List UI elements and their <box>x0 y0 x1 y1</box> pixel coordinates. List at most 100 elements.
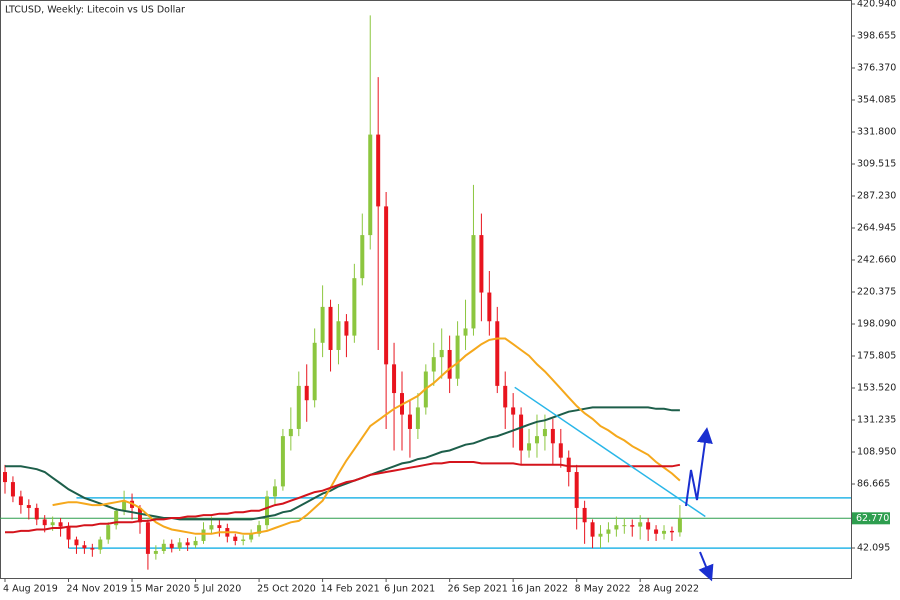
candle-body <box>407 414 412 429</box>
candle-body <box>312 342 317 401</box>
candle-body <box>471 235 476 329</box>
candle-body <box>669 530 674 533</box>
x-tick-label: 16 Jan 2022 <box>511 584 568 595</box>
candle-body <box>352 278 357 336</box>
candle-body <box>257 525 262 534</box>
y-tick-label: 131.235 <box>857 414 896 425</box>
plot-layer <box>0 15 851 570</box>
candle-body <box>511 407 516 415</box>
moving-average <box>52 337 681 535</box>
candle-body <box>519 414 524 451</box>
y-tick-label: 287.230 <box>857 191 896 202</box>
candle-body <box>106 525 111 540</box>
candle-body <box>137 507 142 523</box>
x-tick-label: 6 Jun 2021 <box>384 584 435 595</box>
candle-body <box>677 518 682 533</box>
candle-body <box>360 235 365 279</box>
candle-body <box>558 443 563 458</box>
candle-body <box>654 529 659 534</box>
candle-body <box>66 526 71 540</box>
candle-body <box>542 428 547 437</box>
candle-body <box>503 385 508 408</box>
candle-body <box>98 539 103 550</box>
candle-body <box>233 536 238 541</box>
y-tick-label: 420.940 <box>857 0 896 10</box>
candle-body <box>50 522 55 526</box>
candle-body <box>177 542 182 549</box>
candle-body <box>606 529 611 534</box>
candle-body <box>638 522 643 527</box>
candle-body <box>384 206 389 365</box>
candle-body <box>26 505 31 508</box>
scenario-arrow-up <box>685 427 713 507</box>
candle-body <box>90 548 95 550</box>
candle-body <box>249 533 254 540</box>
x-tick-label: 24 Nov 2019 <box>67 584 128 595</box>
candle-body <box>368 134 373 236</box>
candle-body <box>169 543 174 549</box>
x-tick-label: 28 Aug 2022 <box>638 584 699 595</box>
candle-body <box>614 525 619 530</box>
y-tick-label: 376.370 <box>857 63 896 74</box>
candle-body <box>241 539 246 541</box>
last-price-box <box>852 512 890 525</box>
candle-body <box>447 349 452 379</box>
candle-body <box>415 407 420 429</box>
y-tick-label: 264.945 <box>857 223 896 234</box>
candle-body <box>74 539 79 546</box>
x-tick-label: 8 May 2022 <box>575 584 631 595</box>
candle-body <box>10 482 15 497</box>
moving-average <box>5 461 681 534</box>
candle-body <box>582 507 587 523</box>
candle-body <box>646 522 651 530</box>
candle-body <box>153 551 158 554</box>
candle-body <box>145 522 150 554</box>
candle-body <box>201 529 206 541</box>
candle-body <box>320 306 325 343</box>
x-tick-label: 25 Oct 2020 <box>257 584 316 595</box>
y-tick-label: 42.095 <box>857 542 890 553</box>
candle-body <box>392 364 397 394</box>
candle-body <box>662 530 667 534</box>
candle-body <box>344 321 349 336</box>
candle-body <box>463 328 468 336</box>
candle-body <box>3 472 7 483</box>
candle-body <box>487 292 492 322</box>
candle-body <box>280 436 285 487</box>
candle-body <box>34 507 39 520</box>
candle-body <box>114 510 119 526</box>
y-tick-label: 198.090 <box>857 319 896 330</box>
candle-body <box>328 306 333 350</box>
y-tick-label: 398.655 <box>857 31 896 42</box>
candle-body <box>265 496 270 526</box>
candle-body <box>439 349 444 358</box>
candle-body <box>527 443 532 451</box>
chart-title: LTCUSD, Weekly: Litecoin vs US Dollar <box>5 5 185 16</box>
x-tick-label: 14 Feb 2021 <box>321 584 380 595</box>
candle-body <box>431 357 436 372</box>
scenario-arrow-down <box>698 551 714 582</box>
y-tick-label: 220.375 <box>857 287 896 298</box>
candle-body <box>288 428 293 437</box>
candle-body <box>590 522 595 537</box>
candle-body <box>455 335 460 379</box>
x-tick-label: 4 Aug 2019 <box>3 584 58 595</box>
y-tick-label: 309.515 <box>857 159 896 170</box>
trendline <box>514 386 706 518</box>
candle-body <box>304 385 309 401</box>
candle-body <box>217 525 222 529</box>
candle-body <box>336 321 341 350</box>
x-tick-label: 15 Mar 2020 <box>130 584 190 595</box>
moving-average <box>5 406 680 521</box>
y-tick-label: 242.660 <box>857 255 896 266</box>
candle-body <box>550 428 555 444</box>
candle-body <box>122 500 127 511</box>
candle-body <box>630 525 635 527</box>
candle-body <box>18 496 23 506</box>
candle-body <box>58 522 63 527</box>
candle-body <box>296 385 301 429</box>
candle-body <box>598 533 603 537</box>
candle-body <box>193 540 198 546</box>
y-tick-label: 86.665 <box>857 478 890 489</box>
